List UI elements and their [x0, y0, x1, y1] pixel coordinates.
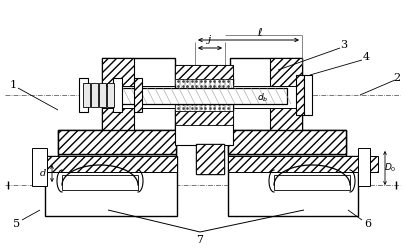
- Bar: [115, 88, 287, 104]
- Bar: [32, 148, 47, 186]
- Bar: [228, 156, 358, 216]
- Bar: [228, 130, 346, 156]
- Bar: [296, 75, 304, 115]
- Bar: [196, 144, 224, 174]
- Bar: [107, 83, 114, 107]
- Bar: [113, 78, 122, 112]
- Bar: [370, 156, 378, 172]
- Text: 2: 2: [393, 73, 401, 83]
- Bar: [62, 175, 138, 190]
- Bar: [99, 83, 106, 107]
- Bar: [175, 65, 233, 79]
- Text: $\ell$: $\ell$: [257, 26, 263, 38]
- Text: 5: 5: [13, 219, 21, 229]
- Bar: [274, 175, 350, 190]
- Bar: [102, 58, 134, 148]
- Bar: [134, 78, 142, 112]
- Text: 3: 3: [341, 40, 347, 50]
- Bar: [45, 156, 177, 216]
- Bar: [58, 130, 176, 154]
- Text: 7: 7: [196, 235, 203, 245]
- Bar: [175, 65, 233, 145]
- Text: 4: 4: [362, 52, 369, 62]
- Text: 6: 6: [364, 219, 371, 229]
- Text: $D_0$: $D_0$: [384, 162, 396, 174]
- Bar: [79, 78, 88, 112]
- Bar: [175, 111, 233, 125]
- Bar: [91, 83, 98, 107]
- Bar: [196, 144, 224, 174]
- Bar: [102, 58, 175, 148]
- Text: j: j: [209, 35, 212, 44]
- Bar: [45, 156, 177, 172]
- Bar: [83, 83, 90, 107]
- Text: 1: 1: [9, 80, 17, 90]
- Bar: [304, 75, 312, 115]
- Bar: [228, 130, 346, 154]
- Text: $d_b$: $d_b$: [257, 92, 269, 104]
- Bar: [358, 148, 370, 186]
- Bar: [58, 130, 176, 156]
- Bar: [228, 156, 358, 172]
- Text: d: d: [40, 169, 46, 179]
- Bar: [230, 58, 302, 148]
- Bar: [230, 86, 302, 108]
- Bar: [102, 86, 175, 108]
- Bar: [270, 58, 302, 148]
